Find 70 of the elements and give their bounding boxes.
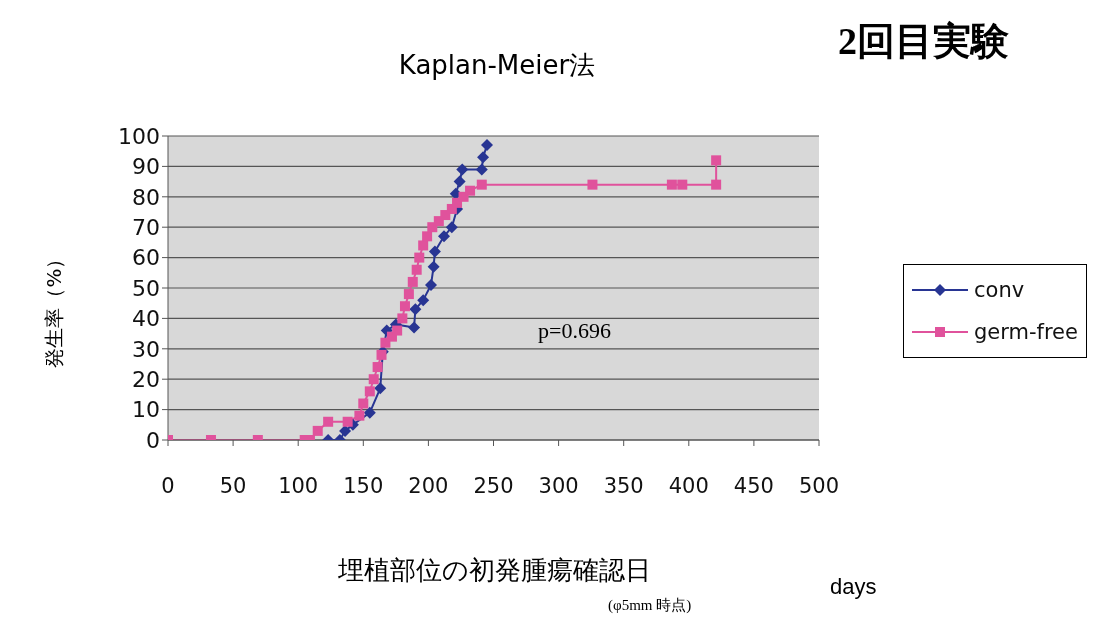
point bbox=[711, 155, 722, 166]
point bbox=[428, 245, 441, 258]
point bbox=[403, 289, 414, 300]
point bbox=[358, 398, 369, 409]
point bbox=[399, 301, 410, 312]
y-tick-label: 100 bbox=[118, 123, 160, 149]
x-tick-label: 50 bbox=[219, 473, 247, 498]
text: days bbox=[830, 574, 877, 600]
point bbox=[445, 221, 458, 234]
point bbox=[418, 240, 429, 251]
y-tick-label: 0 bbox=[146, 427, 160, 453]
point bbox=[354, 410, 365, 421]
point bbox=[427, 260, 440, 273]
x-tick-label: 300 bbox=[538, 473, 579, 498]
point bbox=[374, 382, 387, 395]
y-tick-label: 80 bbox=[132, 184, 160, 210]
point bbox=[392, 325, 403, 336]
y-tick-label: 50 bbox=[132, 275, 160, 301]
point bbox=[363, 406, 376, 419]
point bbox=[342, 416, 353, 427]
point bbox=[372, 362, 383, 373]
point bbox=[376, 349, 387, 360]
point bbox=[414, 252, 425, 263]
point bbox=[453, 175, 466, 188]
annotation: p=0.696 bbox=[538, 318, 611, 344]
point bbox=[408, 321, 421, 334]
point bbox=[480, 139, 493, 152]
point bbox=[323, 416, 334, 427]
point bbox=[417, 294, 430, 307]
point bbox=[397, 313, 408, 324]
y-tick-label: 20 bbox=[132, 367, 160, 393]
x-tick-label: 400 bbox=[668, 473, 709, 498]
point bbox=[587, 179, 598, 190]
y-tick-label: 70 bbox=[132, 215, 160, 241]
y-tick-label: 40 bbox=[132, 306, 160, 332]
y-axis-title: 発生率（%） bbox=[40, 248, 67, 368]
legend-label: germ-free bbox=[974, 320, 1078, 344]
legend-label: conv bbox=[974, 278, 1025, 302]
text: 2回目実験 bbox=[838, 19, 1009, 64]
point bbox=[677, 179, 688, 190]
point bbox=[477, 151, 490, 164]
point bbox=[364, 386, 375, 397]
x-tick-label: 200 bbox=[408, 473, 449, 498]
point bbox=[422, 231, 433, 242]
point bbox=[465, 185, 476, 196]
x-tick-label: 350 bbox=[603, 473, 644, 498]
y-tick-label: 30 bbox=[132, 336, 160, 362]
x-tick-label: 150 bbox=[343, 473, 384, 498]
y-tick-label: 10 bbox=[132, 397, 160, 423]
x-axis-title: 埋植部位の初発腫瘍確認日 bbox=[336, 554, 652, 587]
x-tick-label: 450 bbox=[733, 473, 774, 498]
point bbox=[475, 163, 488, 176]
x-tick-label: 250 bbox=[473, 473, 514, 498]
y-tick-label: 90 bbox=[132, 154, 160, 180]
point bbox=[425, 278, 437, 291]
point bbox=[711, 179, 722, 190]
point bbox=[407, 276, 418, 287]
x-tick-label: 100 bbox=[278, 473, 319, 498]
point bbox=[476, 179, 487, 190]
point bbox=[438, 230, 451, 243]
chart-title: Kaplan-Meier法 bbox=[398, 50, 596, 80]
point bbox=[456, 163, 469, 176]
x-tick-label: 500 bbox=[798, 473, 840, 498]
text: (φ5mm 時点) bbox=[608, 596, 692, 615]
point bbox=[666, 179, 677, 190]
point bbox=[409, 303, 422, 316]
point bbox=[312, 425, 323, 436]
point bbox=[368, 374, 379, 385]
y-tick-label: 60 bbox=[132, 245, 160, 271]
point bbox=[411, 264, 422, 275]
